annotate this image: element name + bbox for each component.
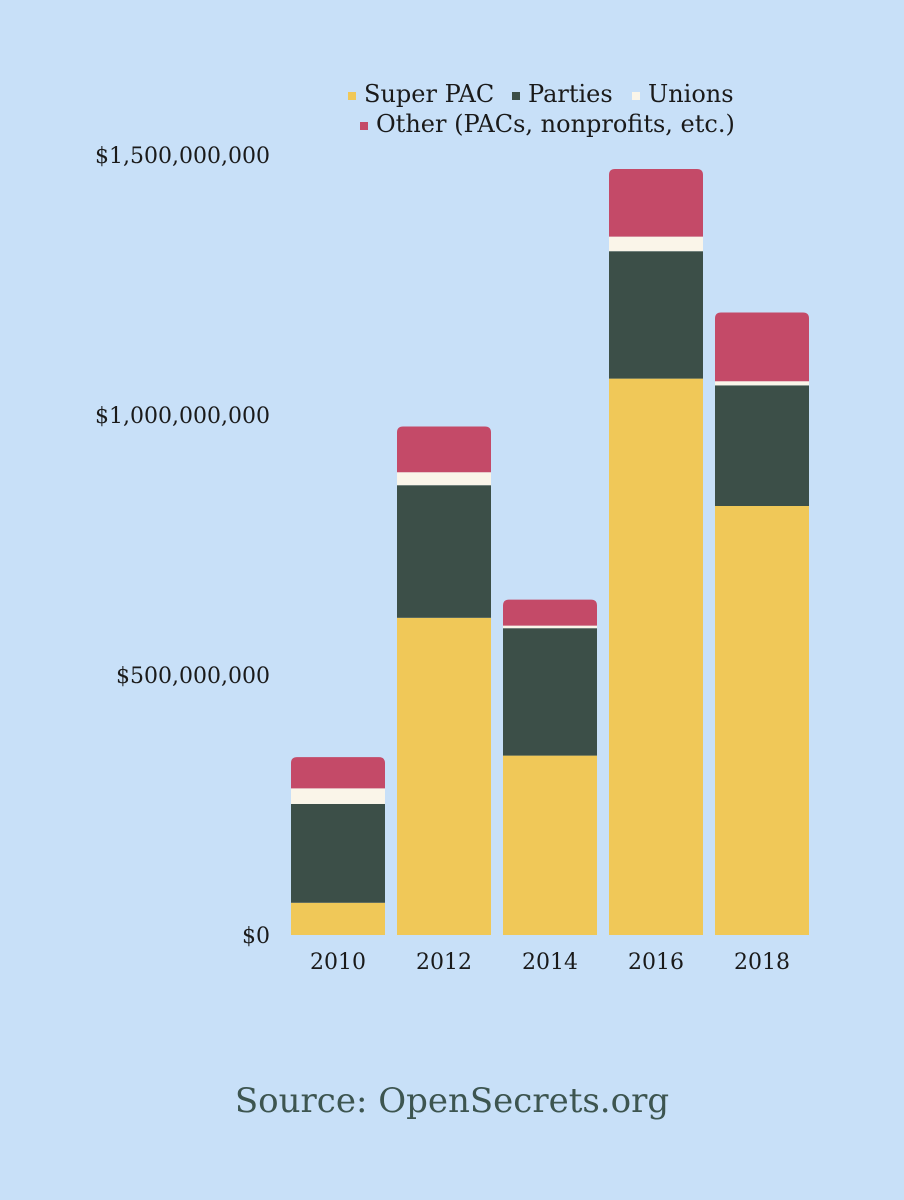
legend-swatch	[348, 92, 356, 100]
bar-group-2018	[715, 312, 809, 935]
bar-group-2012	[397, 426, 491, 935]
bar-segment-parties	[715, 385, 809, 506]
bar-segment-unions	[503, 625, 597, 629]
legend-label: Super PAC	[364, 80, 494, 108]
bars	[291, 169, 809, 936]
bar-segment-unions	[291, 788, 385, 804]
bar-segment-parties	[503, 628, 597, 756]
x-axis: 2010 2012 2014 2016 2018	[310, 950, 790, 975]
bar-segment-parties	[291, 803, 385, 903]
bar-group-2010	[291, 757, 385, 935]
bar-segment-unions	[609, 236, 703, 252]
legend-label: Parties	[528, 80, 613, 108]
y-tick-label: $0	[242, 924, 270, 949]
legend-label: Unions	[648, 80, 734, 108]
x-tick-label: 2014	[522, 950, 578, 975]
legend-item: Super PAC	[348, 80, 494, 108]
bar-group-2016	[609, 169, 703, 936]
x-tick-label: 2012	[416, 950, 472, 975]
bar-segment-super	[609, 378, 703, 936]
legend-item: Unions	[632, 80, 734, 108]
bar-segment-unions	[397, 472, 491, 486]
y-axis: $0 $500,000,000 $1,000,000,000 $1,500,000,0…	[95, 144, 270, 949]
bar-segment-other	[291, 757, 385, 789]
y-tick-label: $1,000,000,000	[95, 404, 270, 429]
bar-segment-super	[397, 617, 491, 935]
bar-segment-other	[715, 312, 809, 382]
bar-segment-parties	[609, 251, 703, 379]
bar-segment-super	[291, 902, 385, 935]
bar-segment-other	[503, 599, 597, 626]
source-label: Source: OpenSecrets.org	[235, 1081, 669, 1121]
y-tick-label: $1,500,000,000	[95, 144, 270, 169]
x-tick-label: 2010	[310, 950, 366, 975]
x-tick-label: 2016	[628, 950, 684, 975]
x-tick-label: 2018	[734, 950, 790, 975]
bar-group-2014	[503, 599, 597, 935]
bar-segment-unions	[715, 381, 809, 386]
bar-segment-other	[397, 426, 491, 473]
legend-label: Other (PACs, nonprofits, etc.)	[376, 110, 735, 138]
legend-swatch	[632, 92, 640, 100]
bar-segment-parties	[397, 485, 491, 618]
bar-segment-super	[715, 506, 809, 935]
bar-segment-super	[503, 755, 597, 935]
legend-swatch	[360, 122, 368, 130]
bar-segment-other	[609, 169, 703, 237]
legend-swatch	[512, 92, 520, 100]
y-tick-label: $500,000,000	[116, 664, 270, 689]
legend-item: Other (PACs, nonprofits, etc.)	[360, 110, 735, 138]
legend-item: Parties	[512, 80, 613, 108]
